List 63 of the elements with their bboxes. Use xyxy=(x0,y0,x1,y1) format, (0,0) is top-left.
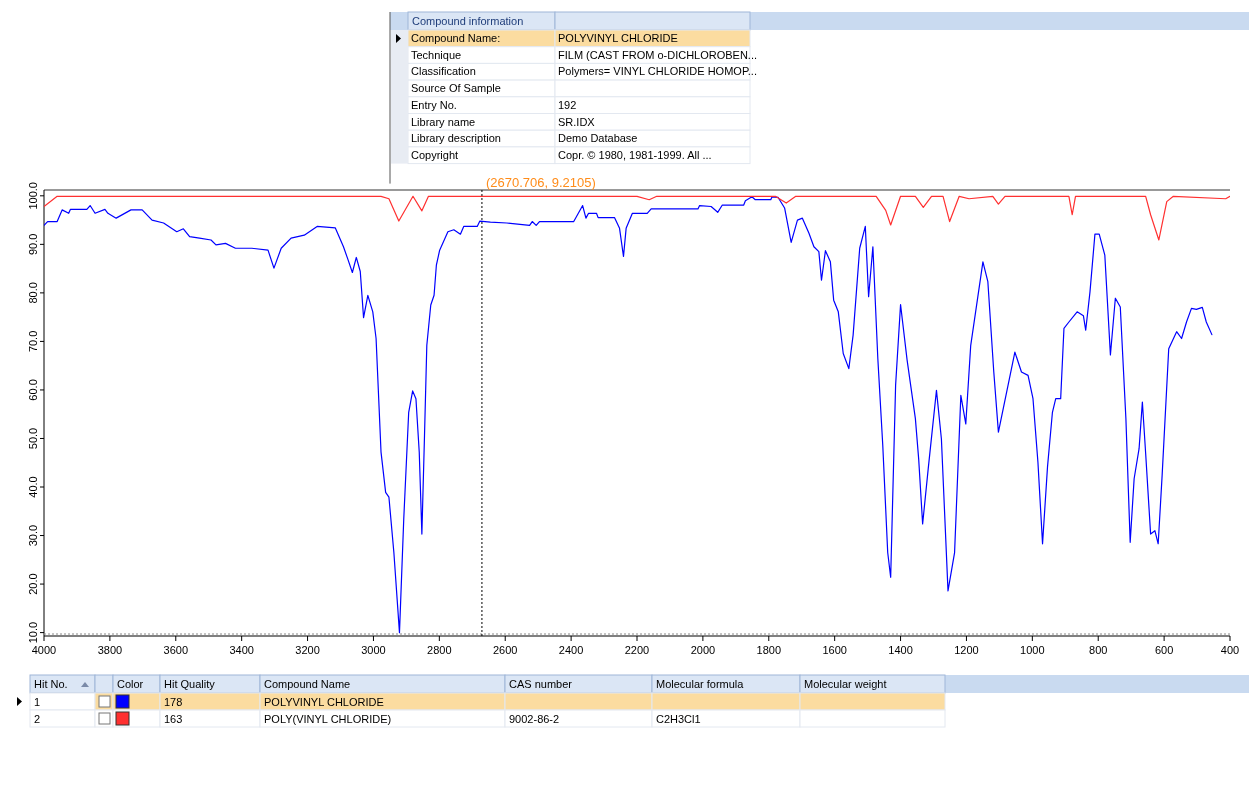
text: Molecular weight xyxy=(804,678,887,690)
text: Molecular formula xyxy=(656,678,745,690)
y-tick-label: 100.0 xyxy=(27,182,39,210)
x-tick-label: 2400 xyxy=(558,644,584,656)
text: 178 xyxy=(164,696,183,708)
text: 9002-86-2 xyxy=(509,713,560,725)
text: Compound Name: xyxy=(411,32,501,44)
y-tick-label: 20.0 xyxy=(27,573,39,595)
text: Compound information xyxy=(412,15,524,27)
y-tick-label: 70.0 xyxy=(27,330,39,353)
text: 1 xyxy=(34,696,41,708)
text: 192 xyxy=(558,98,577,111)
x-tick-label: 2600 xyxy=(492,644,518,656)
text: Copyright xyxy=(411,148,459,161)
text: 2 xyxy=(34,713,41,725)
text: 163 xyxy=(164,713,183,725)
x-tick-label: 800 xyxy=(1089,644,1108,656)
text: Hit No. xyxy=(34,678,68,690)
y-tick-label: 90.0 xyxy=(27,233,39,256)
text: CAS number xyxy=(509,678,573,690)
text: SR.IDX xyxy=(558,115,596,128)
x-tick-label: 1000 xyxy=(1020,644,1045,656)
text: Entry No. xyxy=(411,98,457,111)
x-tick-label: 2800 xyxy=(427,644,452,656)
x-tick-label: 600 xyxy=(1154,644,1174,656)
text: C2H3Cl1 xyxy=(656,713,701,725)
text: Technique xyxy=(411,48,462,61)
text: Demo Database xyxy=(558,132,638,145)
y-tick-label: 50.0 xyxy=(27,427,39,450)
x-tick-label: 2000 xyxy=(690,644,716,656)
y-tick-label: 30.0 xyxy=(27,524,39,547)
x-tick-label: 3800 xyxy=(97,644,123,656)
text: POLYVINYL CHLORIDE xyxy=(264,696,384,708)
text: POLYVINYL CHLORIDE xyxy=(558,32,678,44)
x-tick-label: 1200 xyxy=(954,644,979,656)
x-tick-label: 3600 xyxy=(163,644,189,656)
x-tick-label: 3000 xyxy=(361,644,386,656)
x-tick-label: 1800 xyxy=(756,644,782,656)
text: Color xyxy=(117,678,144,690)
x-tick-label: 4000 xyxy=(31,644,57,656)
line-series xyxy=(44,195,1230,241)
text: Hit Quality xyxy=(164,678,216,690)
x-tick-label: 3400 xyxy=(229,644,254,656)
line-series xyxy=(44,196,1213,634)
text: Compound Name xyxy=(264,678,351,690)
y-tick-label: 80.0 xyxy=(27,282,39,304)
y-tick-label: 40.0 xyxy=(27,476,39,498)
text: Library description xyxy=(411,132,501,145)
text: Classification xyxy=(411,65,476,78)
x-tick-label: 2200 xyxy=(624,644,650,656)
text: FILM (CAST FROM o-DICHLOROBEN... xyxy=(558,48,758,61)
x-tick-label: 1400 xyxy=(888,644,913,656)
text: Copr. © 1980, 1981-1999. All ... xyxy=(558,148,712,161)
x-tick-label: 3200 xyxy=(295,644,320,656)
y-tick-label: 60.0 xyxy=(27,379,39,401)
x-tick-label: 400 xyxy=(1220,644,1240,656)
text: POLY(VINYL CHLORIDE) xyxy=(264,713,392,725)
text: Polymers= VINYL CHLORIDE HOMOP... xyxy=(558,65,757,78)
x-tick-label: 1600 xyxy=(822,644,847,656)
ref-line-label: (2670.706, 9.2105) xyxy=(485,175,596,190)
source-note: Source Of Sample xyxy=(411,82,501,95)
y-tick-label: 10.0 xyxy=(27,621,39,644)
text: Library name xyxy=(411,115,476,128)
